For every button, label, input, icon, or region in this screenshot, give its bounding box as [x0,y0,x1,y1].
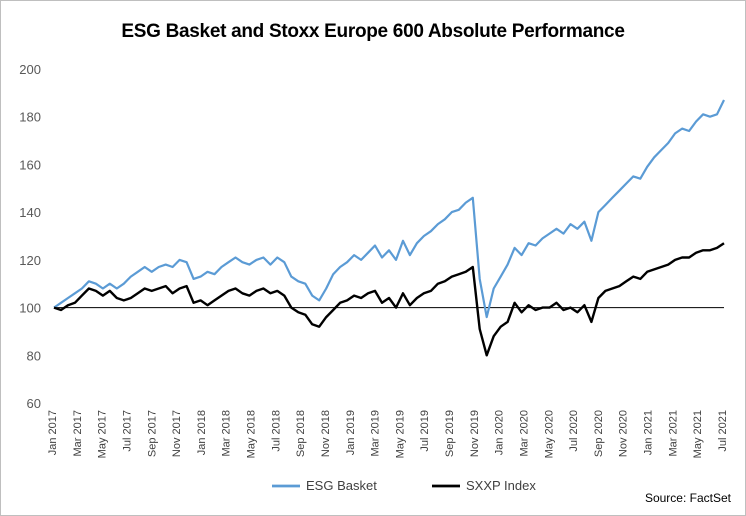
x-tick-label: Jan 2017 [47,410,59,455]
y-axis: 60 80 100 120 140 160 180 200 [19,62,41,411]
x-tick-label: Nov 2020 [618,410,630,457]
x-tick-label: Jan 2021 [643,410,655,455]
x-tick-label: Jul 2018 [270,410,282,452]
x-tick-label: May 2018 [246,410,258,458]
x-tick-label: Mar 2020 [518,410,530,456]
x-tick-label: Mar 2019 [370,410,382,456]
x-tick-label: Mar 2021 [667,410,679,456]
legend: ESG Basket SXXP Index [272,478,536,493]
x-tick-label: Jul 2019 [419,410,431,452]
x-tick-label: Jan 2019 [345,410,357,455]
x-tick-label: Nov 2017 [171,410,183,457]
x-tick-label: Sep 2018 [295,410,307,457]
x-tick-label: Mar 2017 [72,410,84,456]
x-tick-label: Mar 2018 [221,410,233,456]
series-lines [53,99,725,357]
source-note: Source: FactSet [644,491,731,505]
x-tick-label: Nov 2019 [469,410,481,457]
y-tick-label: 100 [19,301,41,316]
x-tick-label: Nov 2018 [320,410,332,457]
y-tick-label: 60 [27,396,41,411]
x-axis: Jan 2017 Mar 2017 May 2017 Jul 2017 Sep 2017… [47,410,729,458]
x-tick-label: Jul 2020 [568,410,580,452]
x-tick-label: Jul 2017 [121,410,133,452]
x-tick-label: Sep 2020 [593,410,605,457]
x-tick-label: Jan 2020 [494,410,506,455]
x-tick-label: Jul 2021 [717,410,729,452]
x-tick-label: May 2019 [394,410,406,458]
x-tick-label: May 2020 [543,410,555,458]
y-tick-label: 120 [19,253,41,268]
x-tick-label: May 2017 [97,410,109,458]
series-line-sxxp-index [53,242,725,357]
x-tick-label: Sep 2019 [444,410,456,457]
y-tick-label: 80 [27,348,41,363]
legend-label: ESG Basket [306,478,377,493]
y-tick-label: 160 [19,157,41,172]
x-tick-label: Sep 2017 [146,410,158,457]
x-tick-label: Jan 2018 [196,410,208,455]
x-tick-label: May 2021 [692,410,704,458]
y-tick-label: 140 [19,205,41,220]
y-tick-label: 200 [19,62,41,77]
y-tick-label: 180 [19,110,41,125]
chart-title: ESG Basket and Stoxx Europe 600 Absolute… [121,21,625,42]
legend-label: SXXP Index [466,478,536,493]
series-line-esg-basket [53,99,725,319]
